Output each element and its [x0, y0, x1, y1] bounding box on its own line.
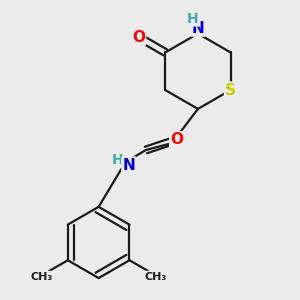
Text: H: H	[111, 153, 123, 166]
Text: H: H	[187, 11, 198, 26]
Text: O: O	[170, 132, 183, 147]
Text: O: O	[132, 29, 145, 44]
Text: N: N	[192, 21, 204, 36]
Text: CH₃: CH₃	[144, 272, 166, 282]
Text: N: N	[122, 158, 135, 172]
Text: CH₃: CH₃	[31, 272, 53, 282]
Text: S: S	[225, 82, 236, 98]
